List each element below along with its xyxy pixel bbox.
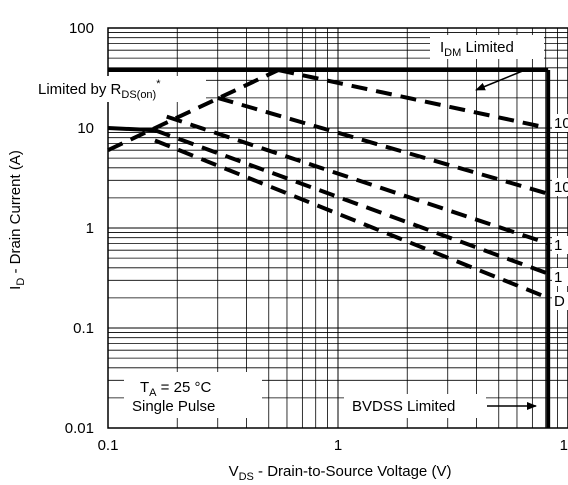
idm-arrow <box>475 69 526 91</box>
idm-label: IDM Limited <box>440 39 514 59</box>
y-tick-label: 0.01 <box>65 420 94 437</box>
series-line-2 <box>217 95 549 196</box>
bvdss-label: BVDSS Limited <box>352 398 455 415</box>
series-label: 10 <box>554 115 568 132</box>
x-tick-label: 1 <box>334 437 342 454</box>
series-labels: 10 10 1 1 D <box>552 114 568 310</box>
y-tick-label: 100 <box>69 20 94 37</box>
y-tick-label: 1 <box>86 220 94 237</box>
plot-frame <box>107 27 568 429</box>
rds-limit-line <box>107 68 280 152</box>
series-label-bg <box>552 236 568 254</box>
y-tick-label: 0.1 <box>73 320 94 337</box>
series-label-bg <box>552 268 568 286</box>
y-axis-title: ID - Drain Current (A) <box>7 150 27 290</box>
rds-label-box <box>34 76 206 102</box>
series-line-5 <box>154 138 549 300</box>
series-label-bg <box>552 292 568 310</box>
conditions-box <box>124 372 262 418</box>
series-label: 1 <box>554 237 562 254</box>
idm-label-box <box>430 35 544 59</box>
x-tick-label: 10 <box>560 437 568 454</box>
grid-lines <box>107 28 568 429</box>
series-line-3 <box>166 114 549 246</box>
y-tick-label: 10 <box>77 120 94 137</box>
ta-label: TA = 25 °C <box>140 379 211 399</box>
series-label-bg <box>552 114 568 132</box>
dc-flat-line <box>107 126 156 133</box>
series-label: D <box>554 293 565 310</box>
series-line-4 <box>154 128 549 276</box>
x-axis-title: VDS - Drain-to-Source Voltage (V) <box>229 463 452 483</box>
single-pulse-label: Single Pulse <box>132 398 215 415</box>
series-lines <box>154 68 549 300</box>
boundary-lines <box>107 68 551 428</box>
x-tick-label: 0.1 <box>98 437 119 454</box>
series-label: 10 <box>554 179 568 196</box>
series-label: 1 <box>554 269 562 286</box>
rds-label: Limited by RDS(on)* <box>38 78 161 101</box>
bvdss-label-box <box>344 394 486 418</box>
series-line-1 <box>277 68 549 130</box>
series-label-bg <box>552 178 568 196</box>
tick-labels: 0.11101001010.10.01 <box>65 20 568 454</box>
